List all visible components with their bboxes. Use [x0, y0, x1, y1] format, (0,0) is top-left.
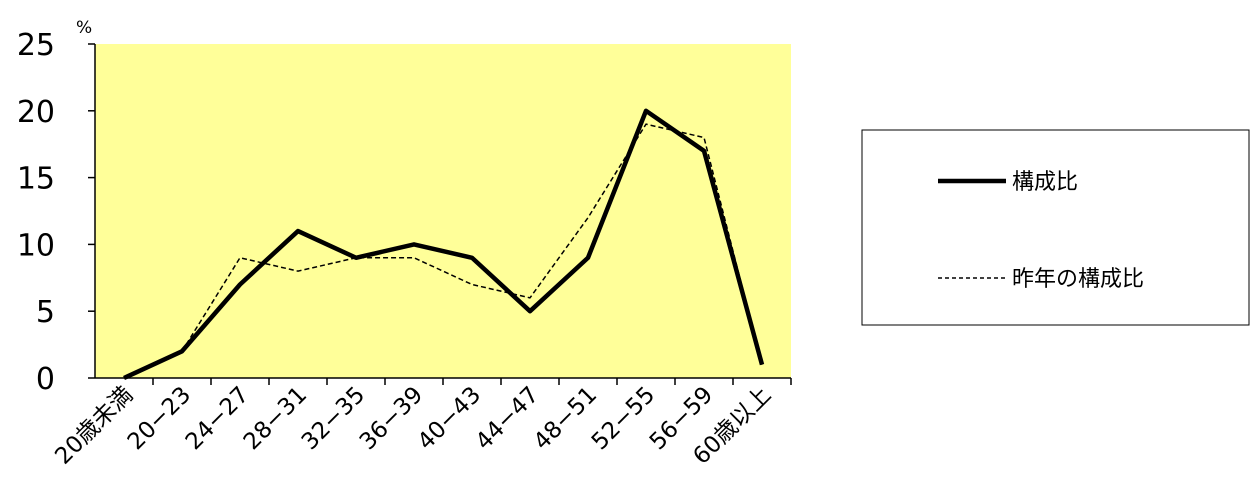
x-axis-ticks	[152, 378, 792, 385]
y-tick-label: 15	[17, 162, 55, 197]
x-category-label: 52−55	[587, 382, 660, 455]
series-line-previous-year	[123, 123, 763, 379]
x-axis-labels: 20歳未満20−2324−2728−3132−3536−3940−4344−47…	[50, 382, 776, 470]
series-layer	[123, 108, 765, 381]
x-category-label: 24−27	[181, 382, 254, 455]
y-axis-unit: %	[76, 18, 92, 38]
x-category-label: 40−43	[413, 382, 486, 455]
x-category-label: 20−23	[123, 382, 196, 455]
legend: 構成比 昨年の構成比	[861, 129, 1250, 326]
y-tick-label: 10	[17, 228, 55, 263]
legend-label-series-2: 昨年の構成比	[1012, 267, 1144, 292]
x-category-label: 20歳未満	[50, 382, 138, 470]
y-axis-ticks	[88, 43, 95, 379]
legend-label-series-1: 構成比	[1012, 170, 1078, 195]
x-category-label: 48−51	[529, 382, 602, 455]
x-category-label: 32−35	[297, 382, 370, 455]
x-category-label: 44−47	[471, 382, 544, 455]
y-tick-label: 25	[17, 28, 55, 63]
y-tick-label: 20	[17, 95, 55, 130]
x-category-label: 36−39	[355, 382, 428, 455]
x-category-label: 28−31	[239, 382, 312, 455]
y-tick-label: 0	[36, 362, 55, 397]
plot-area	[95, 44, 791, 378]
y-axis-labels: 0 5 10 15 20 25	[17, 28, 55, 397]
legend-box	[861, 129, 1250, 326]
y-tick-label: 5	[36, 295, 55, 330]
series-line-current	[123, 108, 765, 381]
